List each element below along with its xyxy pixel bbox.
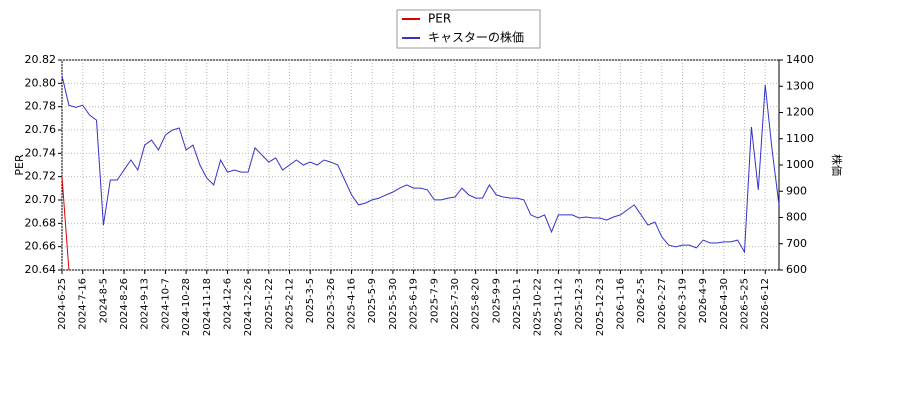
x-tick-label: 2026-4-30 bbox=[719, 278, 730, 330]
y-tick-label: 20.68 bbox=[25, 216, 57, 229]
x-tick-label: 2025-5-30 bbox=[388, 278, 399, 330]
y-tick-label: 20.70 bbox=[25, 193, 57, 206]
x-tick-label: 2026-2-27 bbox=[657, 278, 668, 330]
y-tick-label: 20.80 bbox=[25, 76, 57, 89]
x-tick-label: 2025-3-26 bbox=[326, 278, 337, 330]
y-tick-label: 20.76 bbox=[25, 123, 57, 136]
x-tick-label: 2026-6-12 bbox=[760, 278, 771, 330]
x-tick-label: 2024-8-26 bbox=[119, 278, 130, 330]
y-tick-label: 20.74 bbox=[25, 146, 57, 159]
x-tick-label: 2025-12-3 bbox=[574, 278, 585, 330]
x-tick-label: 2024-12-26 bbox=[243, 278, 254, 336]
y2-tick-label: 900 bbox=[786, 184, 807, 197]
x-tick-label: 2024-9-13 bbox=[140, 278, 151, 330]
x-tick-label: 2024-10-7 bbox=[160, 278, 171, 330]
data-line bbox=[61, 176, 70, 271]
x-tick-label: 2025-12-23 bbox=[595, 278, 606, 336]
x-tick-label: 2025-8-20 bbox=[471, 278, 482, 330]
y2-axis-label: 株価 bbox=[830, 154, 844, 176]
x-tick-label: 2026-5-25 bbox=[740, 278, 751, 330]
plot-frame bbox=[61, 59, 780, 271]
y-axis-label: PER bbox=[13, 154, 26, 176]
x-tick-label: 2025-10-22 bbox=[533, 278, 544, 336]
y2-tick-label: 700 bbox=[786, 237, 807, 250]
y-tick-label: 20.66 bbox=[25, 240, 57, 253]
x-tick-label: 2025-1-22 bbox=[264, 278, 275, 330]
y2-tick-label: 600 bbox=[786, 263, 807, 276]
x-tick-label: 2025-7-9 bbox=[429, 278, 440, 323]
x-tick-label: 2025-3-5 bbox=[305, 278, 316, 323]
x-tick-label: 2026-3-19 bbox=[677, 278, 688, 330]
x-tick-label: 2025-2-12 bbox=[285, 278, 296, 330]
x-tick-label: 2026-4-9 bbox=[698, 278, 709, 323]
y2-tick-label: 1100 bbox=[786, 132, 814, 145]
y-tick-label: 20.78 bbox=[25, 100, 57, 113]
x-tick-label: 2024-6-25 bbox=[57, 278, 68, 330]
legend-label: PER bbox=[428, 12, 451, 26]
y2-tick-label: 1000 bbox=[786, 158, 814, 171]
x-tick-label: 2025-7-30 bbox=[450, 278, 461, 330]
x-tick-label: 2024-8-5 bbox=[98, 278, 109, 323]
legend-box bbox=[396, 9, 541, 49]
x-tick-label: 2025-5-9 bbox=[367, 278, 378, 323]
x-tick-label: 2025-4-16 bbox=[347, 278, 358, 330]
x-tick-label: 2025-11-12 bbox=[553, 278, 564, 336]
x-tick-label: 2025-10-1 bbox=[512, 278, 523, 330]
y-tick-label: 20.82 bbox=[25, 53, 57, 66]
data-line bbox=[61, 75, 780, 254]
y-tick-label: 20.64 bbox=[25, 263, 57, 276]
y2-tick-label: 1200 bbox=[786, 106, 814, 119]
x-tick-label: 2024-12-6 bbox=[222, 278, 233, 330]
x-tick-label: 2025-9-9 bbox=[491, 278, 502, 323]
x-tick-label: 2024-7-16 bbox=[78, 278, 89, 330]
y-tick-label: 20.72 bbox=[25, 170, 57, 183]
y2-tick-label: 1400 bbox=[786, 53, 814, 66]
x-tick-label: 2025-6-19 bbox=[409, 278, 420, 330]
legend-label: キャスターの株価 bbox=[428, 30, 524, 45]
x-tick-label: 2024-10-28 bbox=[181, 278, 192, 336]
x-tick-label: 2026-2-5 bbox=[636, 278, 647, 323]
x-tick-label: 2024-11-18 bbox=[202, 278, 213, 336]
y2-tick-label: 800 bbox=[786, 211, 807, 224]
y2-tick-label: 1300 bbox=[786, 79, 814, 92]
x-tick-label: 2026-1-16 bbox=[615, 278, 626, 330]
